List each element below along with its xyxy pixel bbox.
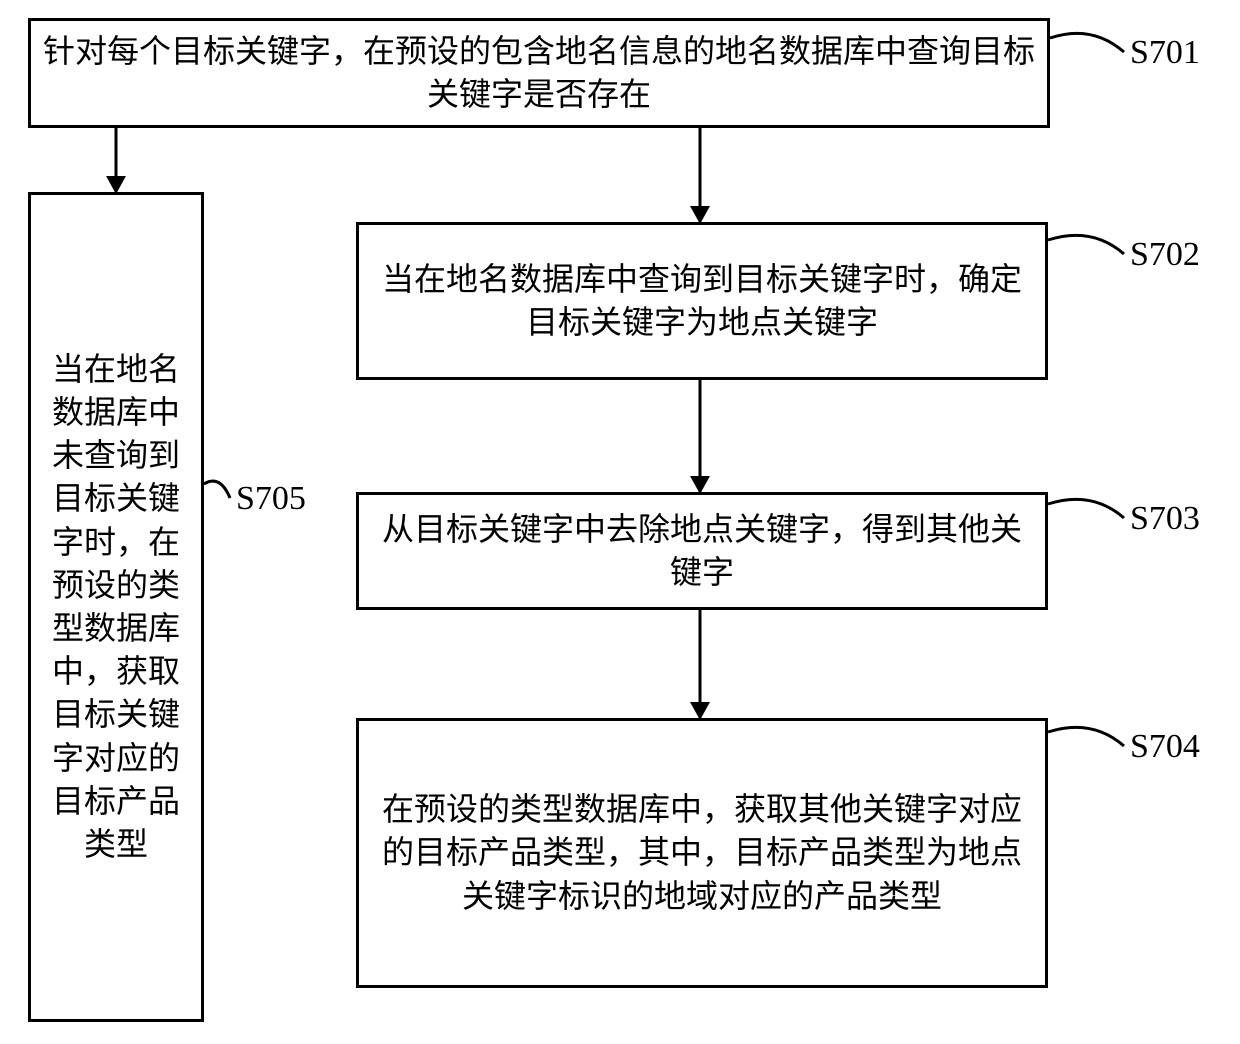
step-s701-text: 针对每个目标关键字，在预设的包含地名信息的地名数据库中查询目标关键字是否存在 xyxy=(41,30,1037,116)
step-s704-box: 在预设的类型数据库中，获取其他关键字对应的目标产品类型，其中，目标产品类型为地点… xyxy=(356,718,1048,988)
leader-s703 xyxy=(1048,499,1124,518)
label-s704: S704 xyxy=(1130,728,1200,766)
step-s703-box: 从目标关键字中去除地点关键字，得到其他关键字 xyxy=(356,492,1048,610)
step-s702-box: 当在地名数据库中查询到目标关键字时，确定目标关键字为地点关键字 xyxy=(356,222,1048,380)
leader-s704 xyxy=(1048,727,1124,746)
label-s703: S703 xyxy=(1130,500,1200,538)
leader-s701 xyxy=(1050,33,1124,52)
label-s702: S702 xyxy=(1130,236,1200,274)
step-s705-box: 当在地名数据库中未查询到目标关键字时，在预设的类型数据库中，获取目标关键字对应的… xyxy=(28,192,204,1022)
label-s701: S701 xyxy=(1130,34,1200,72)
step-s702-text: 当在地名数据库中查询到目标关键字时，确定目标关键字为地点关键字 xyxy=(369,258,1035,344)
step-s705-text: 当在地名数据库中未查询到目标关键字时，在预设的类型数据库中，获取目标关键字对应的… xyxy=(51,348,181,866)
leader-s705 xyxy=(204,481,230,498)
leader-s702 xyxy=(1048,235,1124,254)
step-s701-box: 针对每个目标关键字，在预设的包含地名信息的地名数据库中查询目标关键字是否存在 xyxy=(28,18,1050,128)
step-s704-text: 在预设的类型数据库中，获取其他关键字对应的目标产品类型，其中，目标产品类型为地点… xyxy=(369,788,1035,918)
flowchart-canvas: 针对每个目标关键字，在预设的包含地名信息的地名数据库中查询目标关键字是否存在 当… xyxy=(0,0,1240,1044)
step-s703-text: 从目标关键字中去除地点关键字，得到其他关键字 xyxy=(369,508,1035,594)
label-s705: S705 xyxy=(236,480,306,518)
